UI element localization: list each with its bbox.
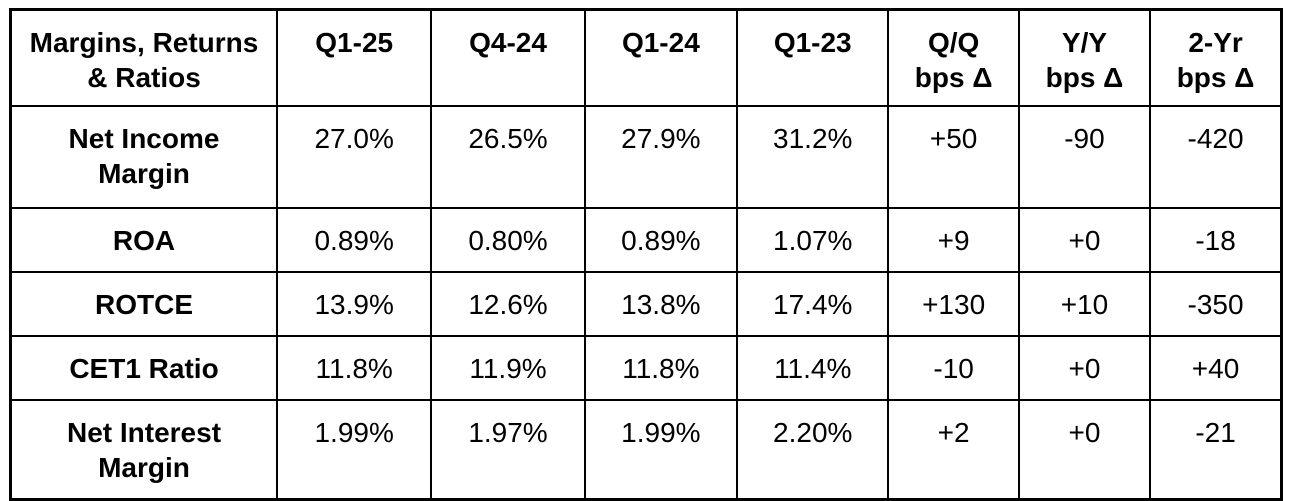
table-cell: 2.20% (736, 399, 890, 500)
table-cell: +130 (887, 271, 1020, 337)
table-cell: 11.8% (276, 335, 433, 401)
table-cell: 11.8% (583, 335, 739, 401)
table-row-cet1-ratio: CET1 Ratio 11.8% 11.9% 11.8% 11.4% -10 +… (9, 335, 1283, 401)
table-row-net-income-margin: Net Income Margin 27.0% 26.5% 27.9% 31.2… (9, 105, 1283, 209)
row-label: CET1 Ratio (9, 335, 279, 401)
table-cell: +2 (887, 399, 1020, 500)
col-header-metric: Margins, Returns & Ratios (9, 8, 279, 107)
row-label: ROTCE (9, 271, 279, 337)
row-label: Net Income Margin (9, 105, 279, 209)
table-cell: 26.5% (430, 105, 586, 209)
table-cell: 0.80% (430, 207, 586, 273)
table-row-roa: ROA 0.89% 0.80% 0.89% 1.07% +9 +0 -18 (9, 207, 1283, 273)
col-header-yy-bps: Y/Y bps Δ (1017, 8, 1152, 107)
table-cell: 27.0% (276, 105, 433, 209)
table-cell: 11.4% (736, 335, 890, 401)
table-cell: -90 (1017, 105, 1152, 209)
table-cell: 0.89% (583, 207, 739, 273)
table-cell: +0 (1017, 399, 1152, 500)
table-cell: +0 (1017, 207, 1152, 273)
table-cell: +50 (887, 105, 1020, 209)
row-label: ROA (9, 207, 279, 273)
table-cell: 1.07% (736, 207, 890, 273)
col-header-q4-24: Q4-24 (430, 8, 586, 107)
table-cell: -10 (887, 335, 1020, 401)
row-label: Net Interest Margin (9, 399, 279, 500)
header-row: Margins, Returns & Ratios Q1-25 Q4-24 Q1… (9, 8, 1283, 107)
table-cell: 0.89% (276, 207, 433, 273)
table-cell: 31.2% (736, 105, 890, 209)
col-header-q1-25: Q1-25 (276, 8, 433, 107)
table-cell: 27.9% (583, 105, 739, 209)
metrics-table: Margins, Returns & Ratios Q1-25 Q4-24 Q1… (9, 8, 1283, 501)
table-row-net-interest-margin: Net Interest Margin 1.99% 1.97% 1.99% 2.… (9, 399, 1283, 500)
table-cell: 1.99% (583, 399, 739, 500)
table-cell: -420 (1149, 105, 1283, 209)
table-cell: +0 (1017, 335, 1152, 401)
table-cell: 17.4% (736, 271, 890, 337)
table-cell: 12.6% (430, 271, 586, 337)
table-cell: +10 (1017, 271, 1152, 337)
table-cell: 13.9% (276, 271, 433, 337)
table-cell: +9 (887, 207, 1020, 273)
table-row-rotce: ROTCE 13.9% 12.6% 13.8% 17.4% +130 +10 -… (9, 271, 1283, 337)
col-header-q1-24: Q1-24 (583, 8, 739, 107)
table-cell: 11.9% (430, 335, 586, 401)
table-cell: -350 (1149, 271, 1283, 337)
table-cell: +40 (1149, 335, 1283, 401)
col-header-q1-23: Q1-23 (736, 8, 890, 107)
table-cell: 1.97% (430, 399, 586, 500)
table-cell: -18 (1149, 207, 1283, 273)
table-cell: 13.8% (583, 271, 739, 337)
table-cell: -21 (1149, 399, 1283, 500)
col-header-2yr-bps: 2-Yr bps Δ (1149, 8, 1283, 107)
table-cell: 1.99% (276, 399, 433, 500)
col-header-qq-bps: Q/Q bps Δ (887, 8, 1020, 107)
